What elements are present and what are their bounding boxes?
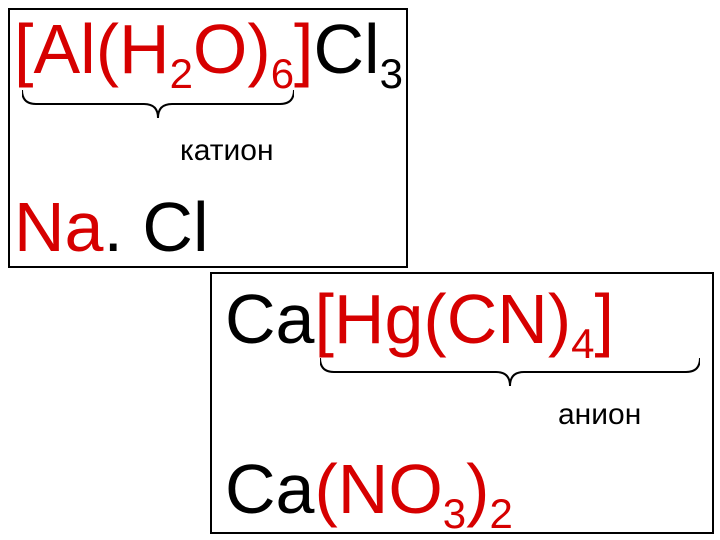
brace-anion (320, 358, 700, 394)
brace-cation (22, 90, 294, 126)
formula-al-h2o-cl: [Al(H2O)6]Cl3 (14, 14, 403, 84)
label-anion: анион (558, 398, 641, 432)
formula-ca-hg-cn: Ca[Hg(CN)4] (225, 284, 614, 354)
formula-nacl: Na. Cl (14, 192, 209, 262)
formula-ca-no3: Ca(NO3)2 (225, 454, 513, 524)
label-cation: катион (180, 134, 274, 168)
